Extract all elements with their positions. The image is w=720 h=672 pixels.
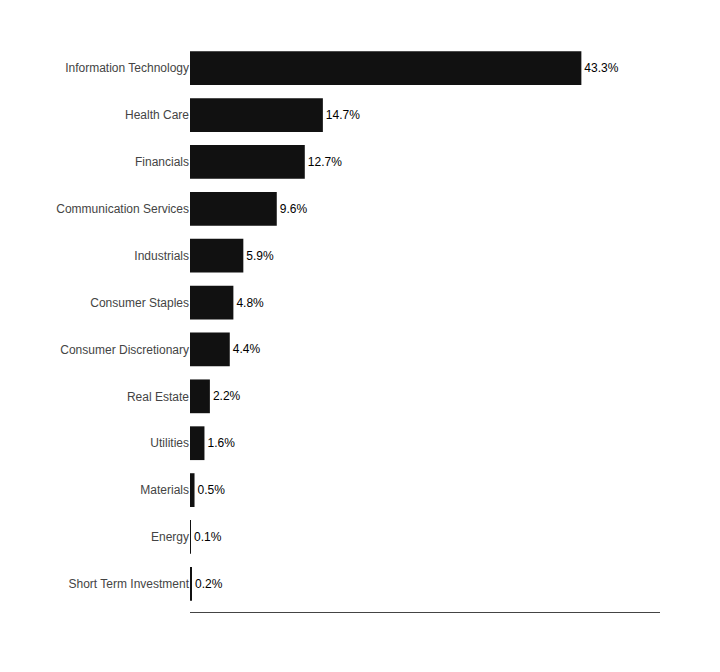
svg-text:0.5%: 0.5% — [198, 483, 226, 497]
svg-text:43.3%: 43.3% — [584, 61, 618, 75]
svg-text:Consumer Discretionary: Consumer Discretionary — [60, 343, 189, 357]
svg-text:2.2%: 2.2% — [213, 389, 241, 403]
svg-text:4.8%: 4.8% — [236, 296, 264, 310]
svg-text:0.2%: 0.2% — [195, 577, 223, 591]
svg-text:4.4%: 4.4% — [233, 342, 261, 356]
svg-text:Information Technology: Information Technology — [65, 61, 189, 75]
svg-text:Utilities: Utilities — [150, 436, 189, 450]
svg-text:14.7%: 14.7% — [326, 108, 360, 122]
svg-text:Consumer Staples: Consumer Staples — [90, 296, 189, 310]
svg-text:0.1%: 0.1% — [194, 530, 222, 544]
svg-text:5.9%: 5.9% — [246, 249, 274, 263]
svg-text:Energy: Energy — [151, 530, 189, 544]
svg-text:12.7%: 12.7% — [308, 155, 342, 169]
svg-text:Health Care: Health Care — [125, 108, 189, 122]
svg-text:Industrials: Industrials — [134, 249, 189, 263]
svg-text:9.6%: 9.6% — [280, 202, 308, 216]
svg-text:1.6%: 1.6% — [207, 436, 235, 450]
svg-text:Real Estate: Real Estate — [127, 390, 189, 404]
svg-text:Materials: Materials — [140, 483, 189, 497]
svg-text:Financials: Financials — [135, 155, 189, 169]
svg-text:Short Term Investment: Short Term Investment — [69, 577, 190, 591]
svg-text:Communication Services: Communication Services — [56, 202, 189, 216]
